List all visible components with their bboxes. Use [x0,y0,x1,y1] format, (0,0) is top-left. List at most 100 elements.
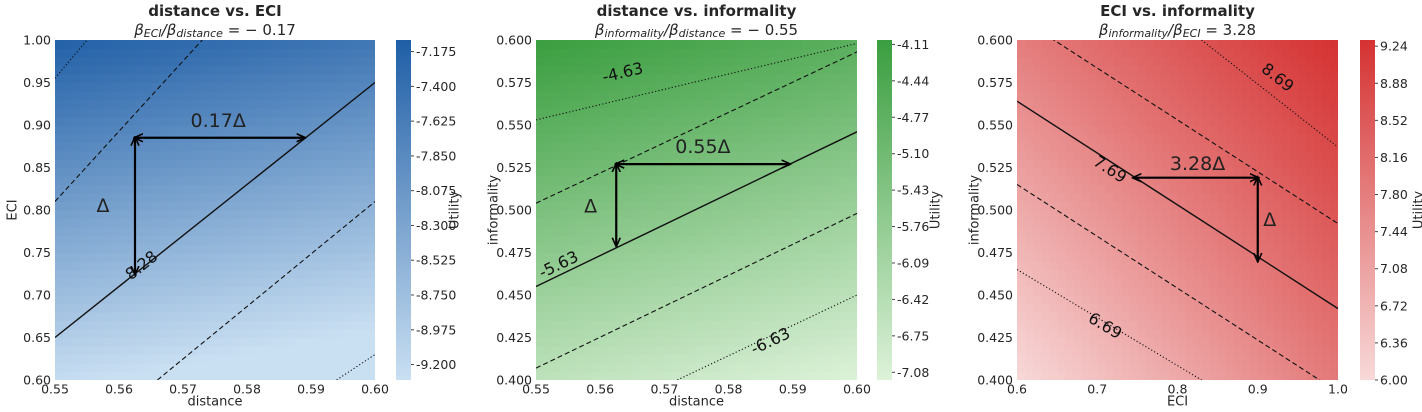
heatmap-cell [1329,363,1338,373]
heatmap-cell [1241,269,1251,279]
heatmap-cell [1121,184,1130,194]
heatmap-cell [1105,150,1114,160]
heatmap-cell [1297,167,1307,177]
heatmap-cell [167,278,176,288]
heatmap-cell [600,57,609,67]
heatmap-cell [736,244,746,254]
heatmap-cell [832,201,842,211]
heatmap-cell [207,235,216,245]
heatmap-cell [95,184,104,194]
heatmap-cell [736,252,746,262]
heatmap-cell [768,269,778,279]
heatmap-cell [63,108,72,118]
heatmap-cell [1313,74,1323,84]
heatmap-cell [239,329,248,339]
heatmap-cell [351,337,360,347]
heatmap-cell [111,244,120,254]
heatmap-cell [704,363,714,373]
heatmap-cell [1321,363,1331,373]
heatmap-cell [624,354,633,364]
heatmap-cell [87,371,96,380]
heatmap-cell [632,261,641,271]
heatmap-cell [1049,193,1058,203]
heatmap-cell [247,320,256,330]
heatmap-cell [55,346,64,356]
heatmap-cell [1321,210,1331,220]
heatmap-cell [1137,99,1147,109]
heatmap-cell [103,218,112,228]
colorbar: -7.175-7.400-7.625-7.850-8.075-8.300-8.5… [396,40,463,380]
heatmap-cell [343,295,352,305]
heatmap-cell [343,150,352,160]
heatmap-cell [584,116,593,126]
heatmap-cell [720,303,730,313]
heatmap-cell [175,210,184,220]
heatmap-cell [536,125,545,135]
heatmap-cell [255,57,264,67]
heatmap-cell [1233,244,1243,254]
heatmap-cell [552,142,561,152]
heatmap-cell [1209,108,1219,118]
heatmap-cell [672,167,682,177]
heatmap-cell [1297,150,1307,160]
heatmap-cell [760,252,770,262]
heatmap-cell [1121,295,1130,305]
heatmap-cell [1097,82,1106,92]
heatmap-cell [1161,295,1171,305]
heatmap-cell [215,167,224,177]
heatmap-cell [271,235,280,245]
chart-subtitle: βinformality/βdistance = − 0.55 [594,21,798,40]
heatmap-cell [640,176,649,186]
heatmap-cell [343,286,352,296]
heatmap-cell [728,346,738,356]
heatmap-cell [568,210,577,220]
heatmap-cell [624,74,633,84]
heatmap-cell [840,40,850,50]
heatmap-cell [1113,176,1122,186]
heatmap-cell [704,184,714,194]
heatmap-cell [1097,40,1106,50]
heatmap-cell [1297,159,1307,169]
heatmap-cell [560,125,569,135]
heatmap-cell [135,65,144,75]
heatmap-cell [1097,337,1106,347]
heatmap-cell [1217,371,1227,380]
heatmap-cell [760,354,770,364]
heatmap-cell [231,346,240,356]
heatmap-cell [1209,269,1219,279]
heatmap-cell [600,235,609,245]
heatmap-cell [215,320,224,330]
heatmap-cell [632,133,641,143]
heatmap-cell [319,329,328,339]
heatmap-cell [143,48,152,58]
heatmap-cell [824,363,834,373]
heatmap-cell [768,91,778,101]
heatmap-cell [656,91,666,101]
heatmap-cell [1113,116,1122,126]
heatmap-cell [1081,235,1090,245]
heatmap-cell [1289,125,1299,135]
heatmap-cell [207,57,216,67]
heatmap-cell [255,269,264,279]
heatmap-cell [736,48,746,58]
heatmap-cell [776,312,786,322]
heatmap-cell [1185,99,1195,109]
heatmap-cell [351,150,360,160]
heatmap-cell [768,295,778,305]
heatmap-cell [752,116,762,126]
heatmap-cell [319,303,328,313]
heatmap-cell [1153,218,1163,228]
heatmap-cell [744,142,754,152]
heatmap-cell [840,150,850,160]
heatmap-cell [103,354,112,364]
heatmap-cell [832,244,842,254]
heatmap-cell [1121,210,1130,220]
heatmap-cell [544,252,553,262]
heatmap-cell [1329,65,1338,75]
heatmap-cell [664,167,674,177]
heatmap-cell [1105,133,1114,143]
heatmap-cell [840,354,850,364]
heatmap-cell [1313,142,1323,152]
heatmap-cell [1217,320,1227,330]
heatmap-cell [584,184,593,194]
